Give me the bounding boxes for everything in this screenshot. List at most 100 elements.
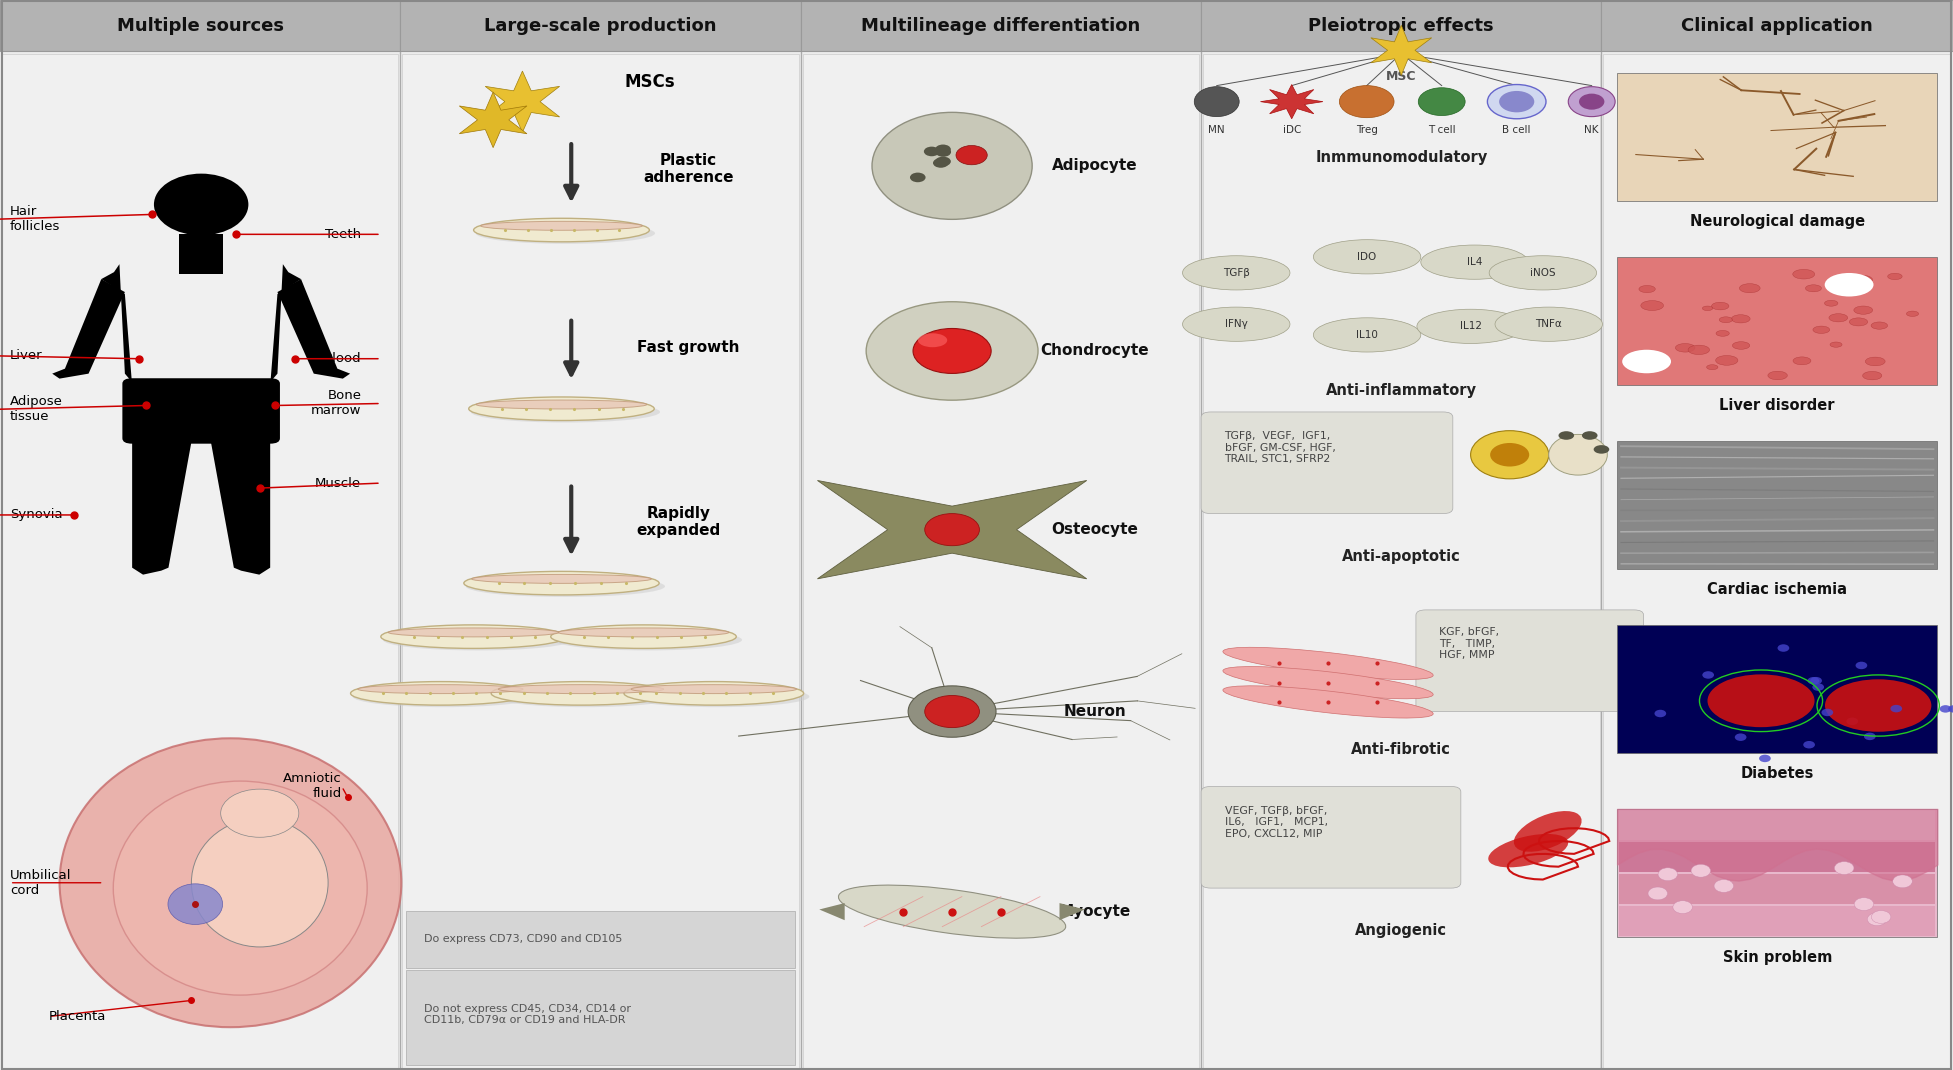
- Text: Inmmunomodulatory: Inmmunomodulatory: [1314, 150, 1488, 165]
- Ellipse shape: [1184, 307, 1291, 341]
- Text: Anti-inflammatory: Anti-inflammatory: [1326, 383, 1476, 398]
- Text: iDC: iDC: [1283, 125, 1301, 135]
- Ellipse shape: [1703, 671, 1715, 678]
- Ellipse shape: [838, 885, 1066, 938]
- Polygon shape: [53, 279, 125, 379]
- Text: Adipose
tissue: Adipose tissue: [10, 396, 62, 424]
- Text: Cardiac ischemia: Cardiac ischemia: [1707, 582, 1848, 597]
- Polygon shape: [211, 439, 270, 575]
- FancyBboxPatch shape: [1201, 786, 1461, 888]
- Ellipse shape: [1824, 679, 1932, 732]
- Ellipse shape: [471, 401, 660, 423]
- FancyBboxPatch shape: [801, 0, 1201, 51]
- Text: Neurological damage: Neurological damage: [1689, 214, 1865, 229]
- Ellipse shape: [1340, 86, 1394, 118]
- FancyBboxPatch shape: [1617, 73, 1937, 201]
- Ellipse shape: [1703, 306, 1713, 310]
- FancyBboxPatch shape: [1201, 412, 1453, 514]
- Ellipse shape: [1855, 661, 1867, 669]
- Ellipse shape: [1808, 677, 1820, 685]
- Ellipse shape: [1777, 644, 1789, 652]
- FancyBboxPatch shape: [402, 54, 799, 1070]
- Text: Fast growth: Fast growth: [637, 340, 740, 355]
- Ellipse shape: [1674, 901, 1693, 914]
- Polygon shape: [459, 92, 527, 148]
- Text: Hair
follicles: Hair follicles: [10, 205, 61, 233]
- Ellipse shape: [1734, 733, 1746, 740]
- Ellipse shape: [477, 223, 654, 244]
- Ellipse shape: [1639, 286, 1656, 292]
- Ellipse shape: [1648, 887, 1668, 900]
- Ellipse shape: [473, 218, 648, 242]
- Ellipse shape: [627, 686, 809, 707]
- Ellipse shape: [1496, 307, 1601, 341]
- Ellipse shape: [221, 790, 299, 837]
- Ellipse shape: [1707, 365, 1719, 369]
- Ellipse shape: [1812, 326, 1830, 334]
- Ellipse shape: [154, 173, 248, 235]
- Ellipse shape: [1549, 434, 1607, 475]
- Ellipse shape: [1865, 357, 1885, 366]
- Text: Pleiotropic effects: Pleiotropic effects: [1309, 17, 1494, 34]
- Ellipse shape: [1891, 705, 1902, 713]
- Polygon shape: [818, 480, 1086, 579]
- Ellipse shape: [1812, 684, 1824, 691]
- Ellipse shape: [59, 738, 402, 1027]
- Ellipse shape: [1828, 314, 1848, 322]
- Ellipse shape: [1471, 430, 1549, 478]
- FancyBboxPatch shape: [1416, 610, 1644, 712]
- Ellipse shape: [1312, 240, 1420, 274]
- Ellipse shape: [1767, 371, 1787, 380]
- Ellipse shape: [1312, 318, 1420, 352]
- Ellipse shape: [1490, 443, 1529, 467]
- Text: Osteocyte: Osteocyte: [1051, 522, 1139, 537]
- Text: Anti-apoptotic: Anti-apoptotic: [1342, 549, 1461, 564]
- Ellipse shape: [625, 682, 805, 705]
- Text: Placenta: Placenta: [49, 1010, 105, 1023]
- Text: Large-scale production: Large-scale production: [484, 17, 717, 34]
- Ellipse shape: [1490, 256, 1598, 290]
- Ellipse shape: [1892, 875, 1912, 888]
- Ellipse shape: [912, 328, 990, 373]
- Ellipse shape: [389, 628, 559, 637]
- Ellipse shape: [1732, 341, 1750, 349]
- FancyBboxPatch shape: [1619, 874, 1935, 904]
- Text: Liver: Liver: [10, 349, 43, 363]
- FancyBboxPatch shape: [2, 54, 398, 1070]
- Text: Liver disorder: Liver disorder: [1719, 398, 1836, 413]
- Ellipse shape: [910, 172, 926, 182]
- Ellipse shape: [559, 628, 728, 637]
- Text: IFNγ: IFNγ: [1225, 319, 1248, 330]
- FancyBboxPatch shape: [1203, 54, 1600, 1070]
- Text: iNOS: iNOS: [1529, 268, 1557, 278]
- Polygon shape: [1260, 85, 1322, 119]
- Ellipse shape: [871, 112, 1031, 219]
- Ellipse shape: [1514, 811, 1582, 852]
- Text: Multilineage differentiation: Multilineage differentiation: [861, 17, 1141, 34]
- Text: Plastic
adherence: Plastic adherence: [643, 153, 734, 185]
- FancyBboxPatch shape: [1617, 625, 1937, 753]
- Ellipse shape: [1658, 868, 1678, 881]
- Text: Diabetes: Diabetes: [1740, 766, 1814, 781]
- Ellipse shape: [865, 302, 1039, 400]
- Text: IL12: IL12: [1459, 321, 1482, 332]
- Ellipse shape: [383, 629, 572, 651]
- Ellipse shape: [1488, 834, 1568, 868]
- Ellipse shape: [1824, 301, 1838, 306]
- Text: Adipocyte: Adipocyte: [1053, 158, 1137, 173]
- Text: Multiple sources: Multiple sources: [117, 17, 283, 34]
- FancyBboxPatch shape: [1603, 54, 1951, 1070]
- Text: TNFα: TNFα: [1535, 319, 1562, 330]
- Text: T cell: T cell: [1428, 125, 1455, 135]
- Ellipse shape: [1654, 709, 1666, 717]
- Ellipse shape: [955, 146, 986, 165]
- Ellipse shape: [494, 686, 676, 707]
- Ellipse shape: [1849, 318, 1867, 326]
- Ellipse shape: [1851, 275, 1873, 285]
- Text: TGFβ: TGFβ: [1223, 268, 1250, 278]
- FancyBboxPatch shape: [803, 54, 1199, 1070]
- Polygon shape: [484, 71, 561, 133]
- FancyBboxPatch shape: [400, 0, 801, 51]
- Text: Rapidly
expanded: Rapidly expanded: [637, 506, 721, 538]
- Ellipse shape: [1853, 306, 1873, 315]
